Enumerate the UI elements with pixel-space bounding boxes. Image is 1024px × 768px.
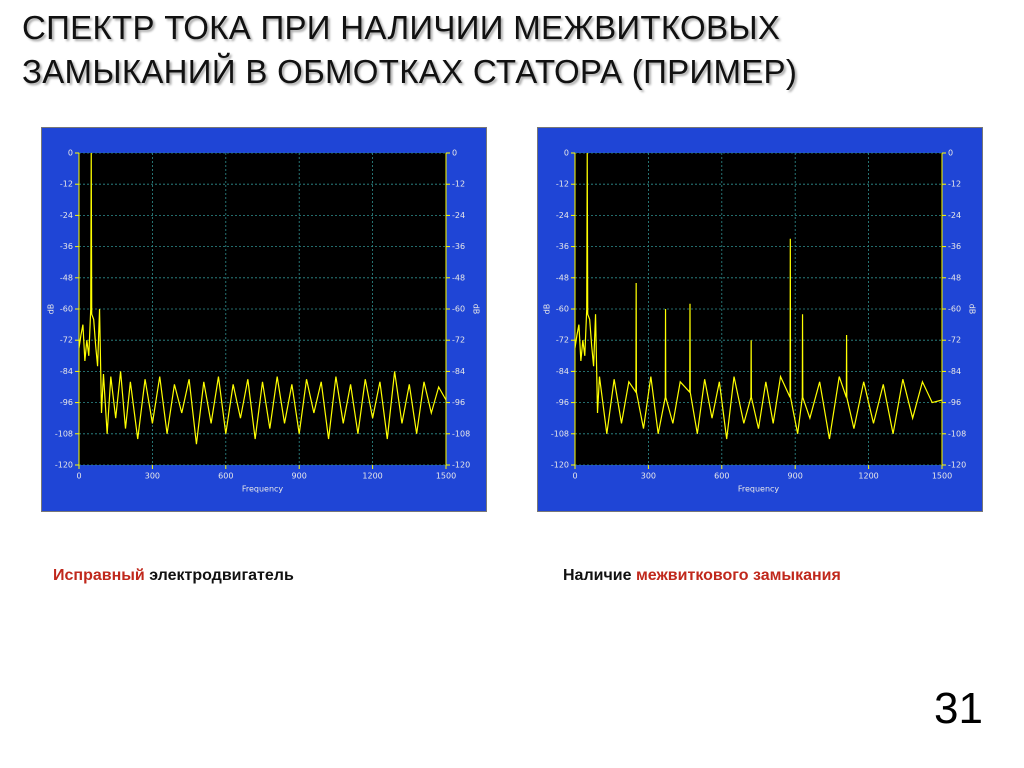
y2-tick-label: -36	[948, 242, 961, 251]
y-tick-label: -96	[556, 398, 569, 407]
y-tick-label: -36	[556, 242, 569, 251]
x-tick-label: 600	[218, 472, 233, 481]
y-tick-label: -84	[60, 367, 73, 376]
y-tick-label: -72	[60, 336, 73, 345]
y2-tick-label: -36	[452, 242, 465, 251]
x-tick-label: 1500	[436, 472, 456, 481]
x-axis-label: Frequency	[738, 485, 780, 494]
y-tick-label: -120	[551, 461, 569, 470]
x-tick-label: 900	[788, 472, 803, 481]
caption: Наличие межвиткового замыкания	[563, 567, 841, 585]
chart: 0-12-24-36-48-60-72-84-96-108-1200-12-24…	[538, 128, 982, 511]
y2-tick-label: -12	[948, 180, 961, 189]
y2-tick-label: -72	[452, 336, 465, 345]
x-tick-label: 0	[572, 472, 577, 481]
y-tick-label: -48	[60, 273, 73, 282]
y2-tick-label: -48	[948, 273, 961, 282]
y2-tick-label: -96	[452, 398, 465, 407]
caption-highlight: Исправный	[53, 567, 145, 584]
y-tick-label: -84	[556, 367, 569, 376]
y2-tick-label: -108	[452, 429, 470, 438]
plot-area	[575, 153, 942, 465]
y-tick-label: -12	[60, 180, 73, 189]
y-tick-label: -120	[55, 461, 73, 470]
x-tick-label: 1500	[932, 472, 952, 481]
x-tick-label: 300	[641, 472, 656, 481]
y-tick-label: 0	[564, 149, 569, 158]
x-axis-label: Frequency	[242, 485, 284, 494]
y2-tick-label: -12	[452, 180, 465, 189]
y2-tick-label: 0	[452, 149, 457, 158]
title-line: ЗАМЫКАНИЙ В ОБМОТКАХ СТАТОРА (ПРИМЕР)	[22, 53, 798, 90]
y2-tick-label: -120	[452, 461, 470, 470]
y-tick-label: -60	[556, 305, 569, 314]
spectrum-line	[78, 152, 447, 445]
y2-tick-label: -72	[948, 336, 961, 345]
y2-tick-label: -108	[948, 429, 966, 438]
y-tick-label: -24	[60, 211, 73, 220]
chart-panel: 0 -12 -24 -36 -48 -60 -72 -84 -96 -108 -120 0 -12 -24…	[41, 127, 487, 512]
y-tick-label: -96	[60, 398, 73, 407]
y-tick-label: -12	[556, 180, 569, 189]
y-axis-label: dB	[543, 304, 552, 315]
caption-text: электродвигатель	[149, 567, 294, 584]
chart-panel: 0 -12 -24 -36 -48 -60 -72 -84 -96 -108 -120 0 -12 -24…	[537, 127, 983, 512]
y-tick-label: -108	[55, 429, 73, 438]
y2-tick-label: -96	[948, 398, 961, 407]
y-tick-label: -48	[556, 273, 569, 282]
y2-tick-label: -120	[948, 461, 966, 470]
chart: 0-12-24-36-48-60-72-84-96-108-1200-12-24…	[42, 128, 486, 511]
x-tick-label: 1200	[362, 472, 382, 481]
y2-axis-label: dB	[472, 304, 481, 315]
y-tick-label: -108	[551, 429, 569, 438]
y-tick-label: -72	[556, 336, 569, 345]
page-number: 31	[934, 684, 983, 733]
caption-text: Наличие	[563, 567, 632, 584]
y2-tick-label: -48	[452, 273, 465, 282]
spectrum-line	[574, 152, 943, 440]
y2-tick-label: -24	[452, 211, 465, 220]
slide-title: СПЕКТР ТОКА ПРИ НАЛИЧИИ МЕЖВИТКОВЫХ ЗАМЫ…	[22, 6, 797, 94]
x-tick-label: 1200	[858, 472, 878, 481]
x-tick-label: 0	[76, 472, 81, 481]
y2-tick-label: -84	[452, 367, 465, 376]
caption-highlight: межвиткового замыкания	[635, 567, 841, 584]
y2-tick-label: -84	[948, 367, 961, 376]
y-axis-label: dB	[47, 304, 56, 315]
plot-area	[79, 153, 446, 465]
y-tick-label: -24	[556, 211, 569, 220]
y2-tick-label: -60	[452, 305, 465, 314]
caption: Исправный электродвигатель	[53, 567, 294, 585]
y-tick-label: -60	[60, 305, 73, 314]
y2-tick-label: 0	[948, 149, 953, 158]
title-line: СПЕКТР ТОКА ПРИ НАЛИЧИИ МЕЖВИТКОВЫХ	[22, 9, 781, 46]
y2-axis-label: dB	[968, 304, 977, 315]
x-tick-label: 900	[292, 472, 307, 481]
y-tick-label: -36	[60, 242, 73, 251]
x-tick-label: 600	[714, 472, 729, 481]
y2-tick-label: -60	[948, 305, 961, 314]
y-tick-label: 0	[68, 149, 73, 158]
y2-tick-label: -24	[948, 211, 961, 220]
x-tick-label: 300	[145, 472, 160, 481]
